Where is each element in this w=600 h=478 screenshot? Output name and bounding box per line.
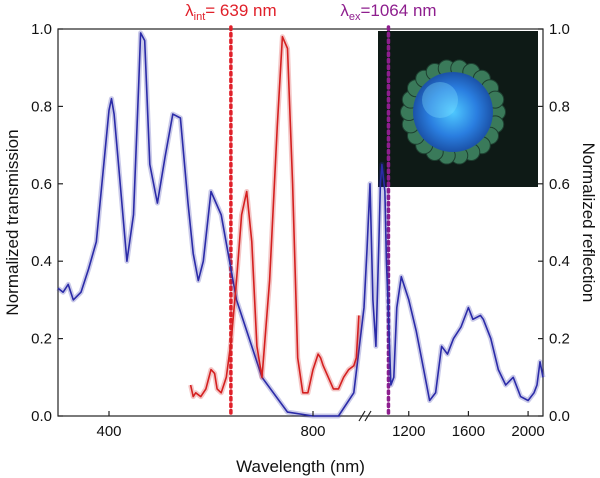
y-tick-label-left: 1.0: [31, 21, 52, 38]
x-tick-label: 1600: [452, 423, 485, 440]
series-line-reflection: [189, 35, 360, 398]
x-tick-label: 2000: [511, 423, 544, 440]
y-tick-label-left: 0.0: [31, 408, 52, 425]
plot-frame: [57, 28, 544, 417]
inset-photo: [378, 31, 538, 187]
marker-label-ex: λex=1064 nm: [340, 1, 436, 23]
watermark: 头条 @江苏激光产业创新联盟: [436, 452, 600, 470]
y-tick-label-right: 0.8: [549, 98, 570, 115]
axes-frame: [57, 28, 544, 417]
series-line-transmission: [57, 32, 544, 417]
y-tick-label-left: 0.8: [31, 98, 52, 115]
series-band-reflection: [188, 34, 362, 400]
y-axis-title-left: Normalized transmission: [3, 129, 22, 315]
x-tick-label: 1200: [392, 423, 425, 440]
y-tick-label-right: 0.6: [549, 176, 570, 193]
y-axis-title-right: Normalized reflection: [579, 143, 598, 303]
axis-break-mark: [364, 410, 372, 422]
x-tick-label: 400: [96, 423, 121, 440]
x-tick-label: 800: [300, 423, 325, 440]
y-tick-label-right: 0.0: [549, 408, 570, 425]
y-tick-label-right: 0.4: [549, 253, 570, 270]
marker-label-int: λint= 639 nm: [185, 1, 276, 23]
y-tick-label-left: 0.6: [31, 176, 52, 193]
y-tick-label-right: 0.2: [549, 331, 570, 348]
x-axis-title: Wavelength (nm): [236, 457, 365, 476]
axis-break-mark: [358, 410, 366, 422]
y-tick-label-left: 0.4: [31, 253, 52, 270]
y-tick-label-right: 1.0: [549, 21, 570, 38]
y-tick-label-left: 0.2: [31, 331, 52, 348]
